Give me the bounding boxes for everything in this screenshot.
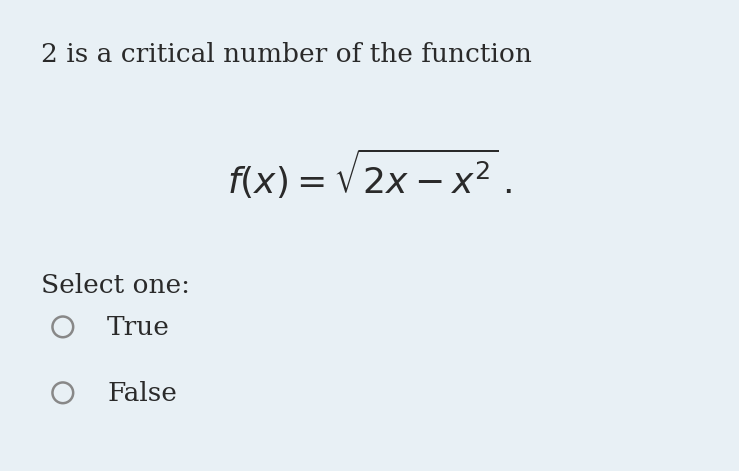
Text: 2 is a critical number of the function: 2 is a critical number of the function bbox=[41, 42, 531, 67]
Text: Select one:: Select one: bbox=[41, 273, 190, 298]
Text: $f(x) = \sqrt{2x - x^2}\,.$: $f(x) = \sqrt{2x - x^2}\,.$ bbox=[227, 147, 512, 202]
Text: True: True bbox=[107, 316, 170, 341]
Text: False: False bbox=[107, 382, 177, 406]
